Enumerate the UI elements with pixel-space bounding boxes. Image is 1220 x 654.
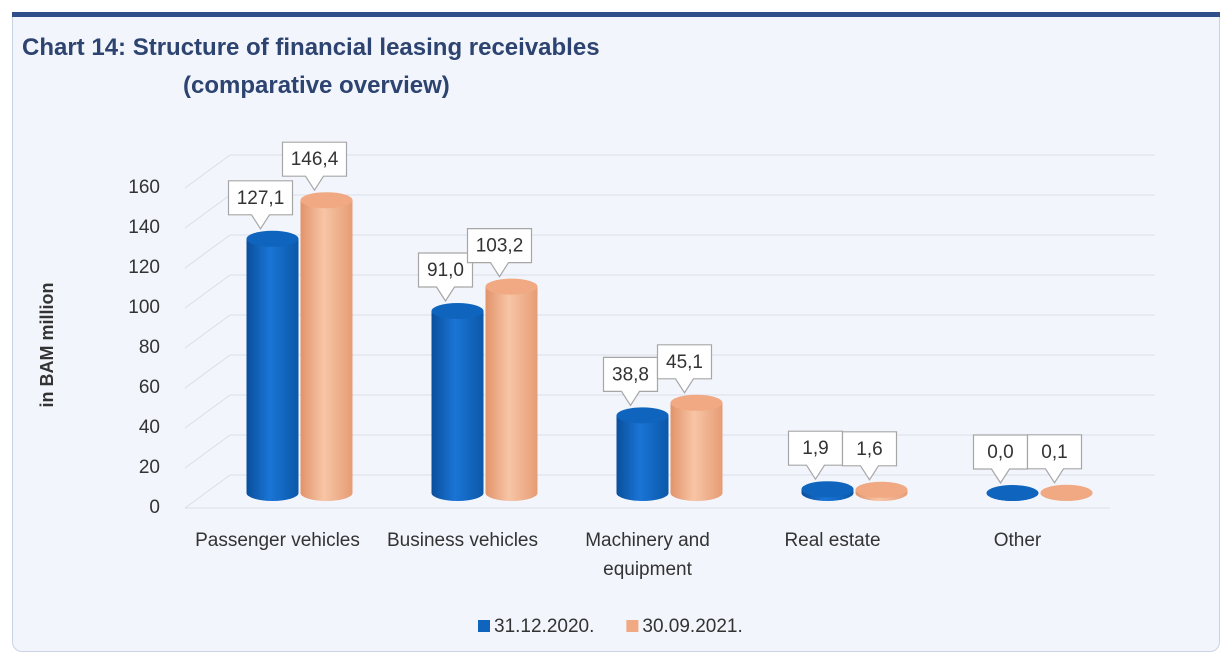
label-callout <box>1026 434 1083 484</box>
grid-side <box>184 314 231 349</box>
cylinder-top <box>300 192 353 209</box>
label-callout <box>281 141 348 192</box>
grid-side <box>184 274 231 309</box>
data-label: 1,9 <box>802 438 828 459</box>
bar <box>1040 484 1093 501</box>
bar <box>485 278 538 501</box>
bar <box>670 394 723 501</box>
cylinder-body <box>616 415 669 501</box>
y-axis-label: in BAM million <box>37 283 57 408</box>
grid-side <box>184 154 231 189</box>
data-label: 45,1 <box>666 352 703 373</box>
cylinder-body <box>246 238 299 502</box>
cylinder-top <box>431 303 484 319</box>
x-tick-label: Passenger vehicles <box>195 530 360 551</box>
data-label: 91,0 <box>427 260 464 281</box>
legend-swatch <box>478 620 490 632</box>
grid-side <box>184 434 231 469</box>
x-tick-label: Other <box>993 530 1042 551</box>
cylinder-top <box>986 485 1039 501</box>
bar <box>986 485 1039 501</box>
y-tick-label: 40 <box>139 417 160 438</box>
bar <box>855 481 908 501</box>
label-callout <box>466 228 533 278</box>
data-label: 0,0 <box>987 442 1013 463</box>
grid-side <box>184 194 231 229</box>
bar <box>616 407 669 501</box>
y-tick-label: 60 <box>139 377 160 398</box>
legend-label: 30.09.2021. <box>642 616 742 637</box>
grid-side <box>184 354 231 389</box>
label-callout <box>656 344 713 394</box>
data-label: 146,4 <box>291 149 339 170</box>
grid-side <box>184 474 231 509</box>
cylinder-top <box>485 278 538 295</box>
bar <box>801 481 854 501</box>
y-tick-label: 140 <box>128 217 160 238</box>
data-label: 1,6 <box>856 439 882 460</box>
cylinder-top <box>616 407 669 424</box>
legend-swatch <box>626 620 639 632</box>
chart-subtitle: (comparative overview) <box>183 72 450 99</box>
data-label: 0,1 <box>1041 442 1067 463</box>
x-tick-label: Real estate <box>784 530 881 551</box>
chart-title: Chart 14: Structure of financial leasing… <box>22 34 600 61</box>
data-label: 127,1 <box>237 188 285 209</box>
x-tick-label: Business vehicles <box>386 530 539 551</box>
cylinder-body <box>485 286 538 501</box>
cylinder-top <box>1040 484 1093 501</box>
y-tick-label: 20 <box>139 457 160 478</box>
data-label: 38,8 <box>612 364 649 385</box>
legend-label: 31.12.2020. <box>494 616 594 637</box>
cylinder-body <box>431 311 484 501</box>
bar <box>431 303 484 501</box>
data-label: 103,2 <box>476 236 524 257</box>
y-tick-label: 160 <box>128 177 160 198</box>
panel <box>12 17 1220 652</box>
cylinder-body <box>670 402 723 501</box>
y-tick-label: 120 <box>128 257 160 278</box>
bar <box>246 230 299 502</box>
label-callout <box>841 431 898 481</box>
grid-side <box>184 234 231 269</box>
x-tick-label: Machinery and equipment <box>585 530 710 580</box>
bar <box>300 192 353 501</box>
cylinder-body <box>300 200 353 501</box>
top-bar <box>12 12 1220 17</box>
cylinder-top <box>246 230 299 247</box>
cylinder-top <box>855 481 908 498</box>
label-callout <box>227 180 294 230</box>
grid-side <box>184 394 231 429</box>
cylinder-top <box>801 481 854 498</box>
y-tick-label: 0 <box>149 497 160 518</box>
y-tick-label: 80 <box>139 337 160 358</box>
cylinder-top <box>670 394 723 411</box>
y-tick-label: 100 <box>128 297 160 318</box>
